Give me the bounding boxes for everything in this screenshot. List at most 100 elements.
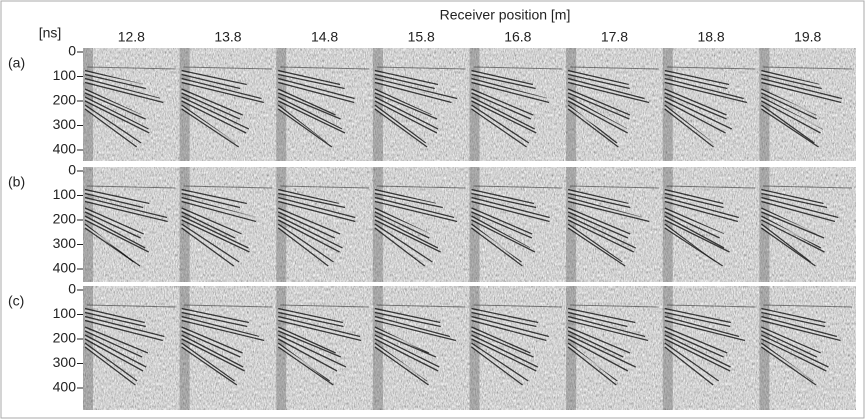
reflection xyxy=(181,190,245,207)
reflection xyxy=(84,309,144,326)
reflection xyxy=(471,307,539,324)
reflection xyxy=(567,326,631,354)
reflection xyxy=(761,209,823,237)
reflection xyxy=(761,77,842,100)
reflection xyxy=(471,98,535,132)
reflection xyxy=(471,69,533,86)
reflection xyxy=(374,196,455,219)
reflection xyxy=(471,311,537,328)
panel-label: (b) xyxy=(8,174,25,190)
reflection xyxy=(567,219,635,253)
y-tick-label: 300 xyxy=(53,354,77,370)
reflection xyxy=(471,326,531,354)
reflection xyxy=(567,227,626,267)
reflection xyxy=(278,315,361,338)
gather-shade xyxy=(276,48,287,161)
direct-wave xyxy=(183,304,273,308)
reflection xyxy=(181,215,249,249)
reflection xyxy=(567,79,646,102)
reflection xyxy=(471,81,550,104)
reflection xyxy=(567,77,645,100)
reflection xyxy=(181,307,249,324)
reflection xyxy=(761,192,828,209)
reflection xyxy=(567,311,628,328)
gather-shade xyxy=(372,48,383,161)
direct-wave xyxy=(376,304,466,308)
reflection xyxy=(374,311,441,328)
reflection xyxy=(664,69,730,86)
reflection xyxy=(760,106,810,146)
gather-shade xyxy=(179,167,190,282)
reflection xyxy=(567,211,629,239)
direct-wave xyxy=(473,304,563,308)
reflection xyxy=(471,227,523,267)
reflection xyxy=(664,200,739,223)
reflection xyxy=(761,334,829,368)
reflection xyxy=(567,100,628,134)
reflection xyxy=(664,311,731,328)
reflection xyxy=(181,315,260,338)
reflection xyxy=(761,79,840,102)
reflection xyxy=(374,328,438,356)
reflection xyxy=(761,211,825,239)
reflection xyxy=(471,211,533,239)
receiver-position-label: 17.8 xyxy=(601,29,628,45)
y-tick-label: 100 xyxy=(53,305,77,321)
direct-wave xyxy=(86,304,176,308)
reflection xyxy=(374,104,427,144)
reflection xyxy=(84,200,168,223)
reflection xyxy=(84,100,150,134)
reflection xyxy=(84,336,144,370)
reflection xyxy=(761,317,837,340)
reflection xyxy=(567,73,630,90)
direct-wave xyxy=(183,66,273,70)
reflection xyxy=(181,319,265,342)
reflection xyxy=(761,100,821,134)
reflection xyxy=(374,317,451,340)
y-tick-label: 400 xyxy=(53,260,77,276)
reflection xyxy=(471,217,533,251)
reflection xyxy=(374,307,441,324)
reflection xyxy=(761,328,823,356)
reflection xyxy=(664,219,730,253)
reflection xyxy=(567,307,636,324)
reflection xyxy=(374,319,457,342)
reflection xyxy=(664,88,727,116)
reflection xyxy=(84,188,150,205)
reflection xyxy=(84,225,142,265)
reflection xyxy=(664,307,732,324)
reflection xyxy=(277,225,331,265)
reflection xyxy=(374,108,428,148)
gather-shade xyxy=(276,286,287,410)
reflection xyxy=(84,338,144,372)
reflection xyxy=(567,330,624,358)
reflection xyxy=(374,77,458,100)
reflection xyxy=(664,108,714,148)
reflection xyxy=(374,346,429,386)
reflection xyxy=(664,96,733,130)
reflection xyxy=(181,317,264,340)
reflection xyxy=(84,317,164,340)
reflection xyxy=(761,90,824,118)
reflection xyxy=(471,104,530,144)
reflection xyxy=(664,215,725,249)
reflection xyxy=(761,71,826,88)
reflection xyxy=(84,307,145,324)
reflection xyxy=(181,311,248,328)
reflection xyxy=(277,207,341,235)
reflection xyxy=(664,336,731,370)
reflection xyxy=(84,330,143,358)
reflection xyxy=(664,81,748,104)
reflection xyxy=(664,90,727,118)
reflection xyxy=(374,71,438,88)
reflection xyxy=(181,88,243,116)
reflection xyxy=(761,344,818,384)
reflection xyxy=(374,215,439,249)
reflection xyxy=(277,211,336,239)
reflection xyxy=(277,338,338,372)
reflection xyxy=(84,219,149,253)
gather-shade xyxy=(83,48,93,161)
reflection xyxy=(181,223,240,263)
reflection xyxy=(84,311,146,328)
